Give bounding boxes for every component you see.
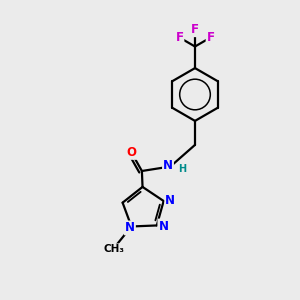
Text: O: O: [126, 146, 136, 159]
Text: N: N: [125, 221, 135, 235]
Text: F: F: [207, 31, 214, 44]
Text: CH₃: CH₃: [104, 244, 125, 254]
Text: N: N: [158, 220, 168, 232]
Text: H: H: [178, 164, 186, 174]
Text: F: F: [176, 31, 183, 44]
Text: N: N: [163, 159, 173, 172]
Text: F: F: [191, 23, 199, 36]
Text: N: N: [165, 194, 175, 207]
